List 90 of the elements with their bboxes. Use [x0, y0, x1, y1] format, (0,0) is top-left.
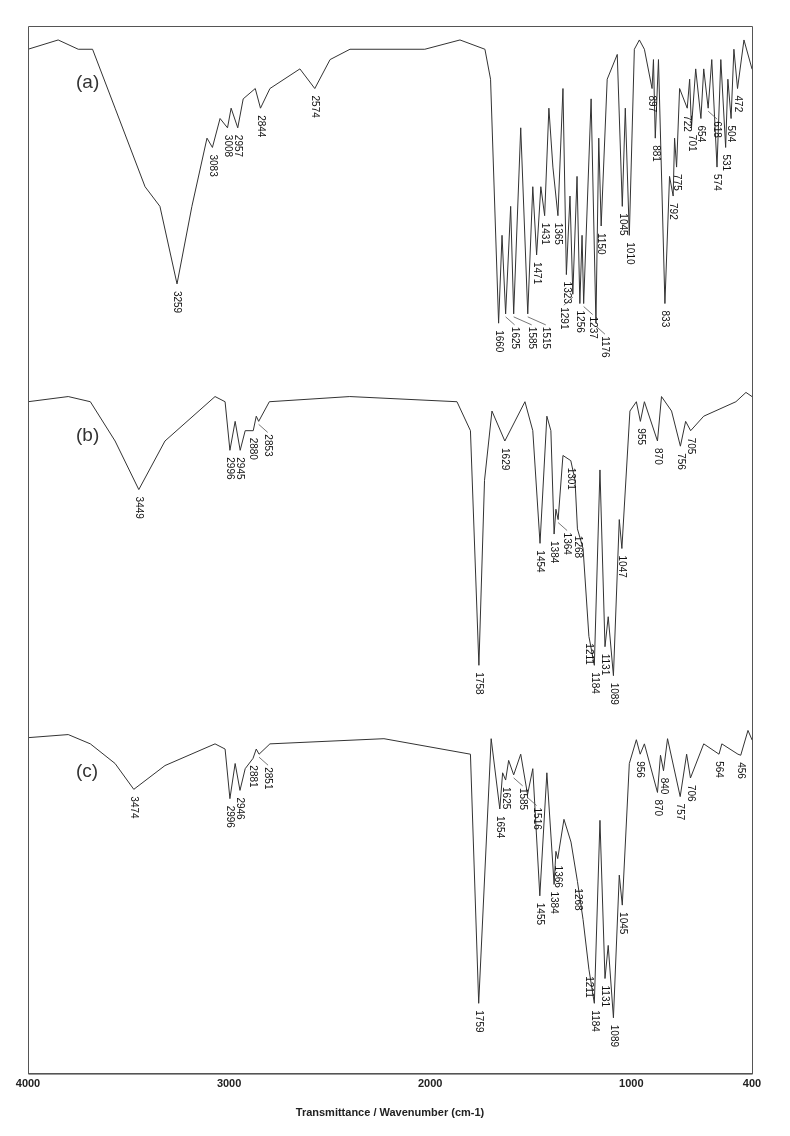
- annotation: 1045: [617, 912, 629, 935]
- series-label: (a): [76, 71, 100, 93]
- annotation: 531: [720, 154, 732, 172]
- annotation: 654: [696, 125, 708, 143]
- annotation: 701: [686, 134, 698, 152]
- annotation: 2945: [235, 457, 247, 480]
- annotation: 3449: [134, 496, 146, 520]
- annotation: 1365: [553, 222, 565, 246]
- annotation: 757: [675, 803, 687, 821]
- annotation: 1660: [493, 330, 505, 353]
- annotation: 2880: [248, 437, 260, 461]
- annotation: 1585: [526, 326, 538, 350]
- annotation: 2946: [235, 797, 247, 821]
- annotation: 1366: [552, 865, 564, 889]
- annotation: 1010: [624, 242, 636, 265]
- annotation: 1323: [561, 281, 573, 305]
- annotation: 3474: [129, 796, 141, 820]
- annotation: 1211: [584, 643, 596, 666]
- annotation: 2844: [255, 115, 267, 138]
- annotation: 1131: [600, 985, 612, 1008]
- annotation: 881: [650, 145, 662, 163]
- annotation: 1384: [549, 541, 561, 564]
- annotation: 564: [714, 761, 726, 779]
- annotation: 1176: [600, 336, 612, 359]
- annotation: 1211: [584, 976, 596, 999]
- annotation: 2957: [233, 134, 245, 158]
- annotation: 897: [647, 95, 659, 113]
- annotation: 472: [732, 95, 744, 113]
- annotation: 1629: [500, 448, 512, 471]
- annotation: 833: [660, 310, 672, 328]
- annotation: 1455: [535, 902, 547, 926]
- annotation: 840: [658, 777, 670, 795]
- annotation: 1268: [572, 535, 584, 559]
- annotation: 1150: [596, 233, 608, 255]
- annotation: 1585: [517, 787, 529, 811]
- annotation: 456: [735, 762, 747, 780]
- annotation: 1454: [535, 550, 547, 574]
- annotation: 1758: [474, 672, 486, 695]
- annotation: 956: [635, 761, 647, 779]
- annotation: 2574: [310, 95, 322, 119]
- annotation: 1431: [539, 222, 551, 246]
- annotation: 2853: [262, 434, 274, 458]
- annotation: 1759: [473, 1010, 485, 1033]
- annotation: 3008: [222, 134, 234, 158]
- annotation: 1291: [559, 307, 571, 330]
- annotation: 3083: [207, 154, 219, 178]
- annotation: 756: [675, 453, 687, 471]
- annotation: 1131: [600, 653, 612, 676]
- annotation: 705: [685, 437, 697, 455]
- annotation: 2881: [248, 765, 260, 789]
- annotation: 722: [682, 115, 694, 133]
- annotation: 2996: [225, 805, 237, 829]
- x-tick-label: 2000: [417, 1077, 443, 1090]
- annotation: 1301: [566, 467, 578, 491]
- annotation: 1184: [589, 1010, 601, 1033]
- annotation: 1045: [617, 213, 629, 237]
- x-tick-label: 3000: [216, 1077, 242, 1090]
- annotation: 1654: [495, 815, 507, 839]
- annotation: 618: [712, 121, 724, 139]
- series-label: (b): [76, 423, 100, 445]
- x-tick-label: 4000: [15, 1077, 41, 1090]
- annotation: 2996: [225, 457, 237, 480]
- annotation: 1516: [531, 807, 543, 831]
- annotation: 955: [635, 428, 647, 446]
- annotation: 1089: [608, 682, 620, 706]
- annotation: 1625: [509, 326, 521, 350]
- annotation: 870: [652, 799, 664, 817]
- annotation: 775: [671, 174, 683, 192]
- x-tick-label: 400: [742, 1077, 762, 1090]
- annotation: 504: [726, 125, 738, 143]
- annotation: 1471: [531, 261, 543, 285]
- annotation: 1364: [562, 532, 574, 556]
- annotation: 1184: [589, 672, 601, 695]
- annotation: 1515: [541, 326, 553, 350]
- annotation: 2851: [263, 767, 275, 790]
- annotation: 706: [685, 784, 697, 803]
- annotation: 1268: [572, 888, 584, 912]
- annotation: 792: [668, 203, 680, 221]
- annotation: 870: [652, 448, 664, 466]
- annotation: 574: [712, 174, 724, 192]
- x-axis-title: Transmittance / Wavenumber (cm-1): [295, 1106, 485, 1119]
- x-tick-label: 1000: [619, 1077, 644, 1090]
- annotation: 1256: [575, 310, 587, 334]
- annotation: 1625: [500, 787, 512, 810]
- annotation: 1384: [549, 891, 561, 915]
- annotation: 3259: [172, 290, 184, 314]
- annotation: 1089: [608, 1024, 620, 1048]
- annotation: 1047: [617, 555, 629, 579]
- annotation: 1237: [587, 316, 599, 340]
- series-label: (c): [76, 759, 99, 781]
